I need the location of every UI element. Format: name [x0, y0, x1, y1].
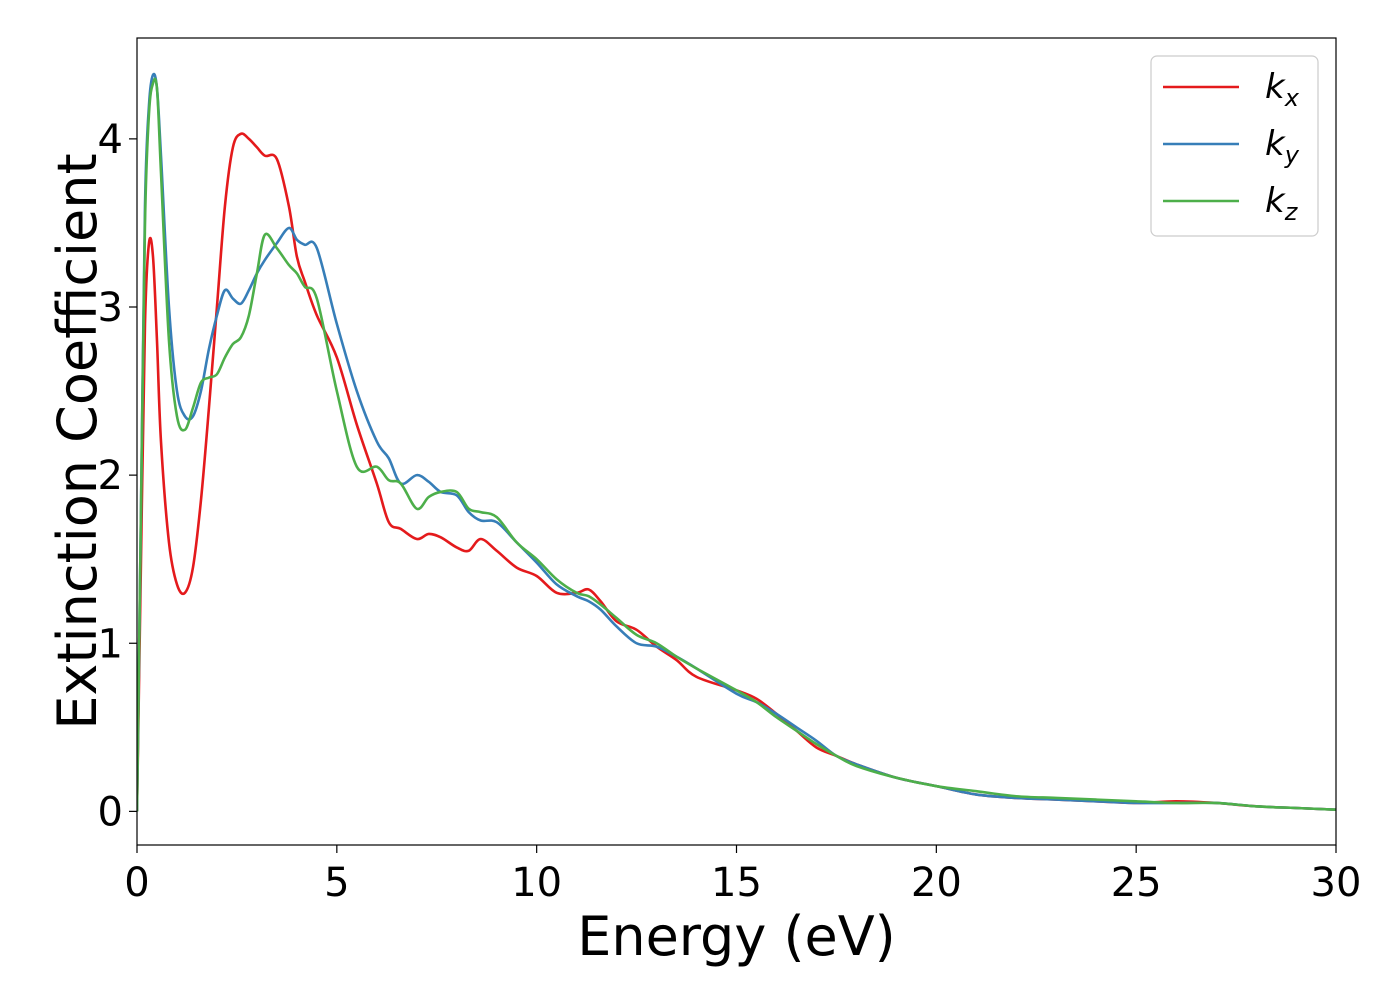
x-tick-label: 0	[124, 860, 149, 906]
x-axis: 0 5 10 15 20 25 30	[124, 845, 1361, 906]
x-tick-label: 10	[511, 860, 562, 906]
y-tick-label: 3	[98, 285, 123, 331]
x-tick-label: 15	[711, 860, 762, 906]
legend-label-y: ky	[1265, 124, 1300, 169]
series-line-z	[137, 77, 1336, 812]
y-tick-label: 0	[98, 789, 123, 835]
x-tick-label: 30	[1311, 860, 1362, 906]
y-tick-label: 1	[98, 621, 123, 667]
legend: kx ky kz	[1150, 55, 1319, 237]
legend-label-x: kx	[1265, 67, 1300, 112]
legend-box	[1150, 55, 1319, 237]
y-tick-label: 4	[98, 117, 123, 163]
x-tick-label: 5	[324, 860, 349, 906]
y-axis: 0 1 2 3 4	[98, 117, 137, 835]
x-tick-label: 25	[1111, 860, 1162, 906]
series-layer	[137, 72, 1336, 812]
legend-label-z: kz	[1265, 181, 1299, 226]
y-axis-title: Extinction Coefficient	[46, 153, 109, 729]
y-tick-label: 2	[98, 453, 123, 499]
x-axis-title: Energy (eV)	[577, 905, 896, 968]
x-tick-label: 20	[911, 860, 962, 906]
